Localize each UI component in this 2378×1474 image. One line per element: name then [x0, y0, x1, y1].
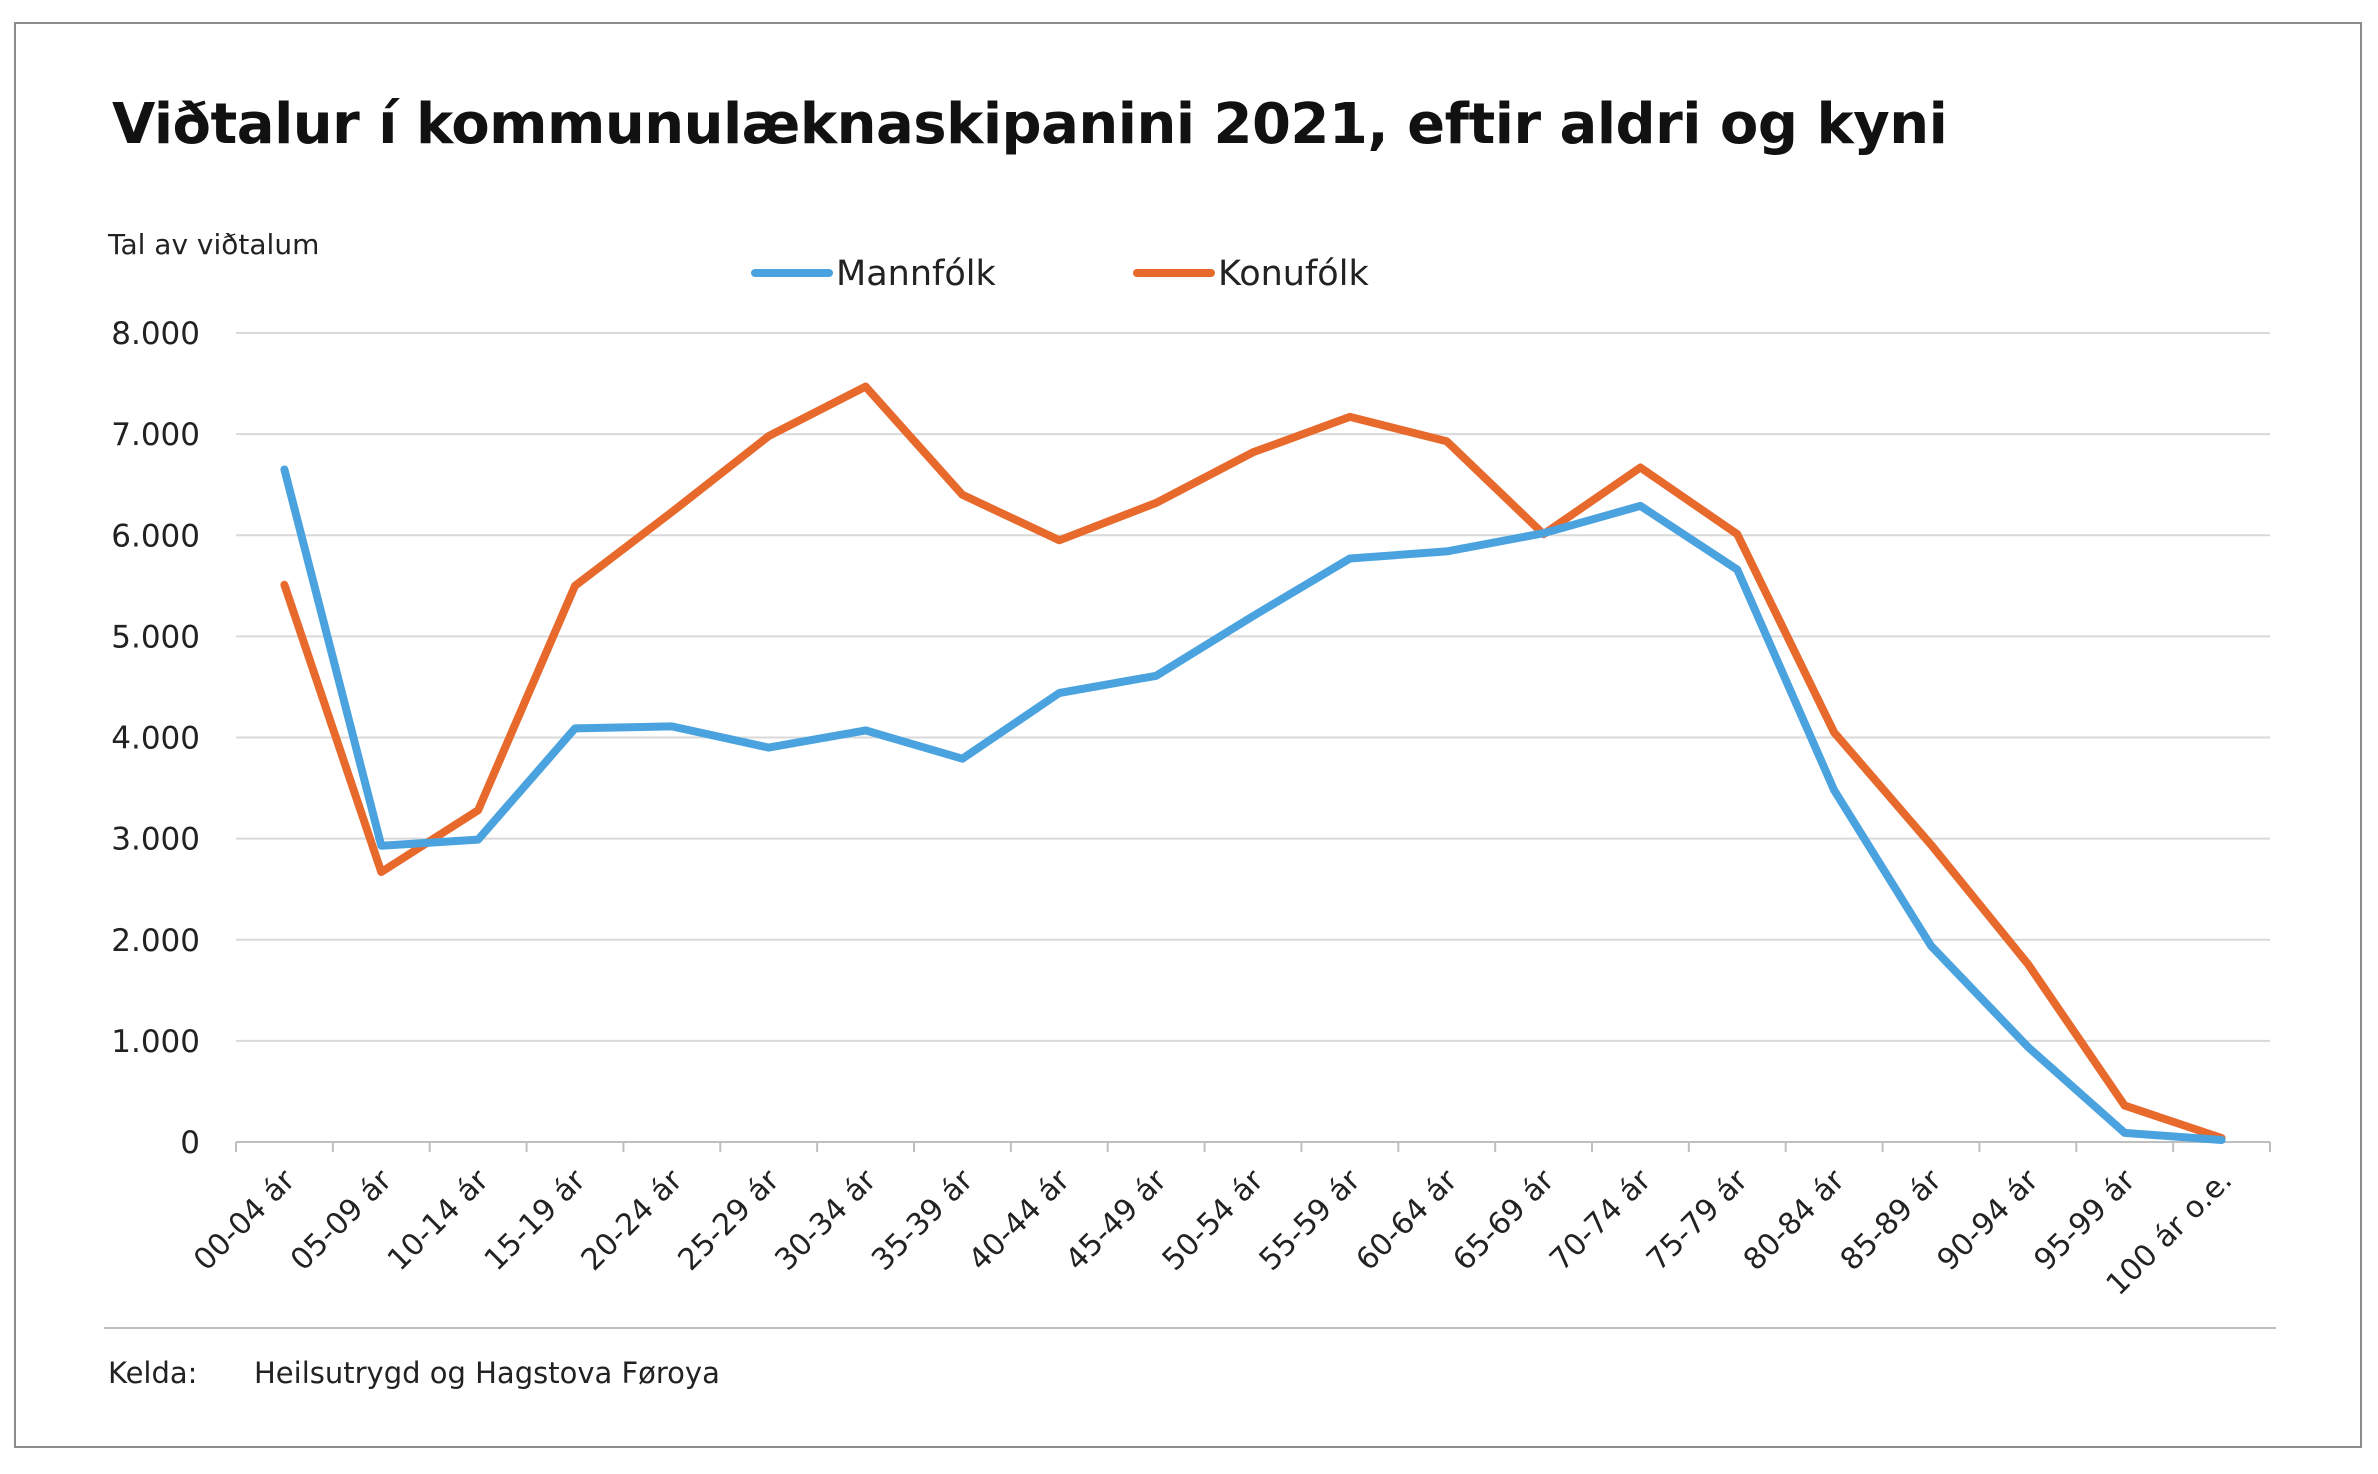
x-tick-label: 65-69 ár: [1446, 1162, 1561, 1277]
y-tick-label: 4.000: [111, 721, 200, 757]
chart-frame: [14, 22, 2362, 1448]
x-tick-label: 70-74 ár: [1543, 1162, 1658, 1277]
series-line-mannfolk: [280, 465, 2226, 1144]
x-tick-label: 20-24 ár: [575, 1162, 690, 1277]
x-tick-label: 30-34 ár: [768, 1162, 883, 1277]
x-tick-label: 00-04 ár: [187, 1162, 302, 1277]
y-tick-label: 3.000: [111, 822, 200, 858]
x-tick-label: 05-09 ár: [284, 1162, 399, 1277]
x-tick-label: 80-84 ár: [1737, 1162, 1852, 1277]
legend: Mannfólk Konufólk: [751, 254, 1369, 294]
x-tick-label: 45-49 ár: [1059, 1162, 1174, 1277]
y-tick-labels: 0 1.000 2.000 3.000 4.000 5.000 6.000 7.000 8.00…: [111, 316, 200, 1161]
series-lines: [280, 382, 2226, 1144]
y-tick-label: 0: [180, 1125, 200, 1161]
x-tick-label: 55-59 ár: [1253, 1162, 1368, 1277]
source-text: Heilsutrygd og Hagstova Føroya: [254, 1356, 720, 1390]
series-line-konufolk: [280, 382, 2226, 1142]
x-tick-label: 90-94 ár: [1931, 1162, 2046, 1277]
x-tick-label: 40-44 ár: [962, 1162, 1077, 1277]
x-tick-label: 85-89 ár: [1834, 1162, 1949, 1277]
y-tick-label: 2.000: [111, 923, 200, 959]
chart-title: Viðtalur í kommunulæknaskipanini 2021, e…: [112, 92, 1948, 157]
x-tick-label: 10-14 ár: [381, 1162, 496, 1277]
y-tick-label: 8.000: [111, 316, 200, 352]
x-tick-label: 75-79 ár: [1640, 1162, 1755, 1277]
y-tick-label: 7.000: [111, 417, 200, 453]
y-axis-label: Tal av viðtalum: [108, 228, 320, 261]
y-tick-label: 5.000: [111, 619, 200, 655]
y-tick-label: 1.000: [111, 1024, 200, 1060]
source-label: Kelda:: [108, 1356, 198, 1390]
y-tick-label: 6.000: [111, 518, 200, 554]
x-tick-label: 35-39 ár: [865, 1162, 980, 1277]
x-tick-label: 25-29 ár: [672, 1162, 787, 1277]
x-tick-label: 15-19 ár: [478, 1162, 593, 1277]
x-tick-label: 50-54 ár: [1156, 1162, 1271, 1277]
legend-label: Mannfólk: [836, 254, 996, 294]
legend-label: Konufólk: [1218, 254, 1369, 294]
x-tick-label: 60-64 ár: [1350, 1162, 1465, 1277]
